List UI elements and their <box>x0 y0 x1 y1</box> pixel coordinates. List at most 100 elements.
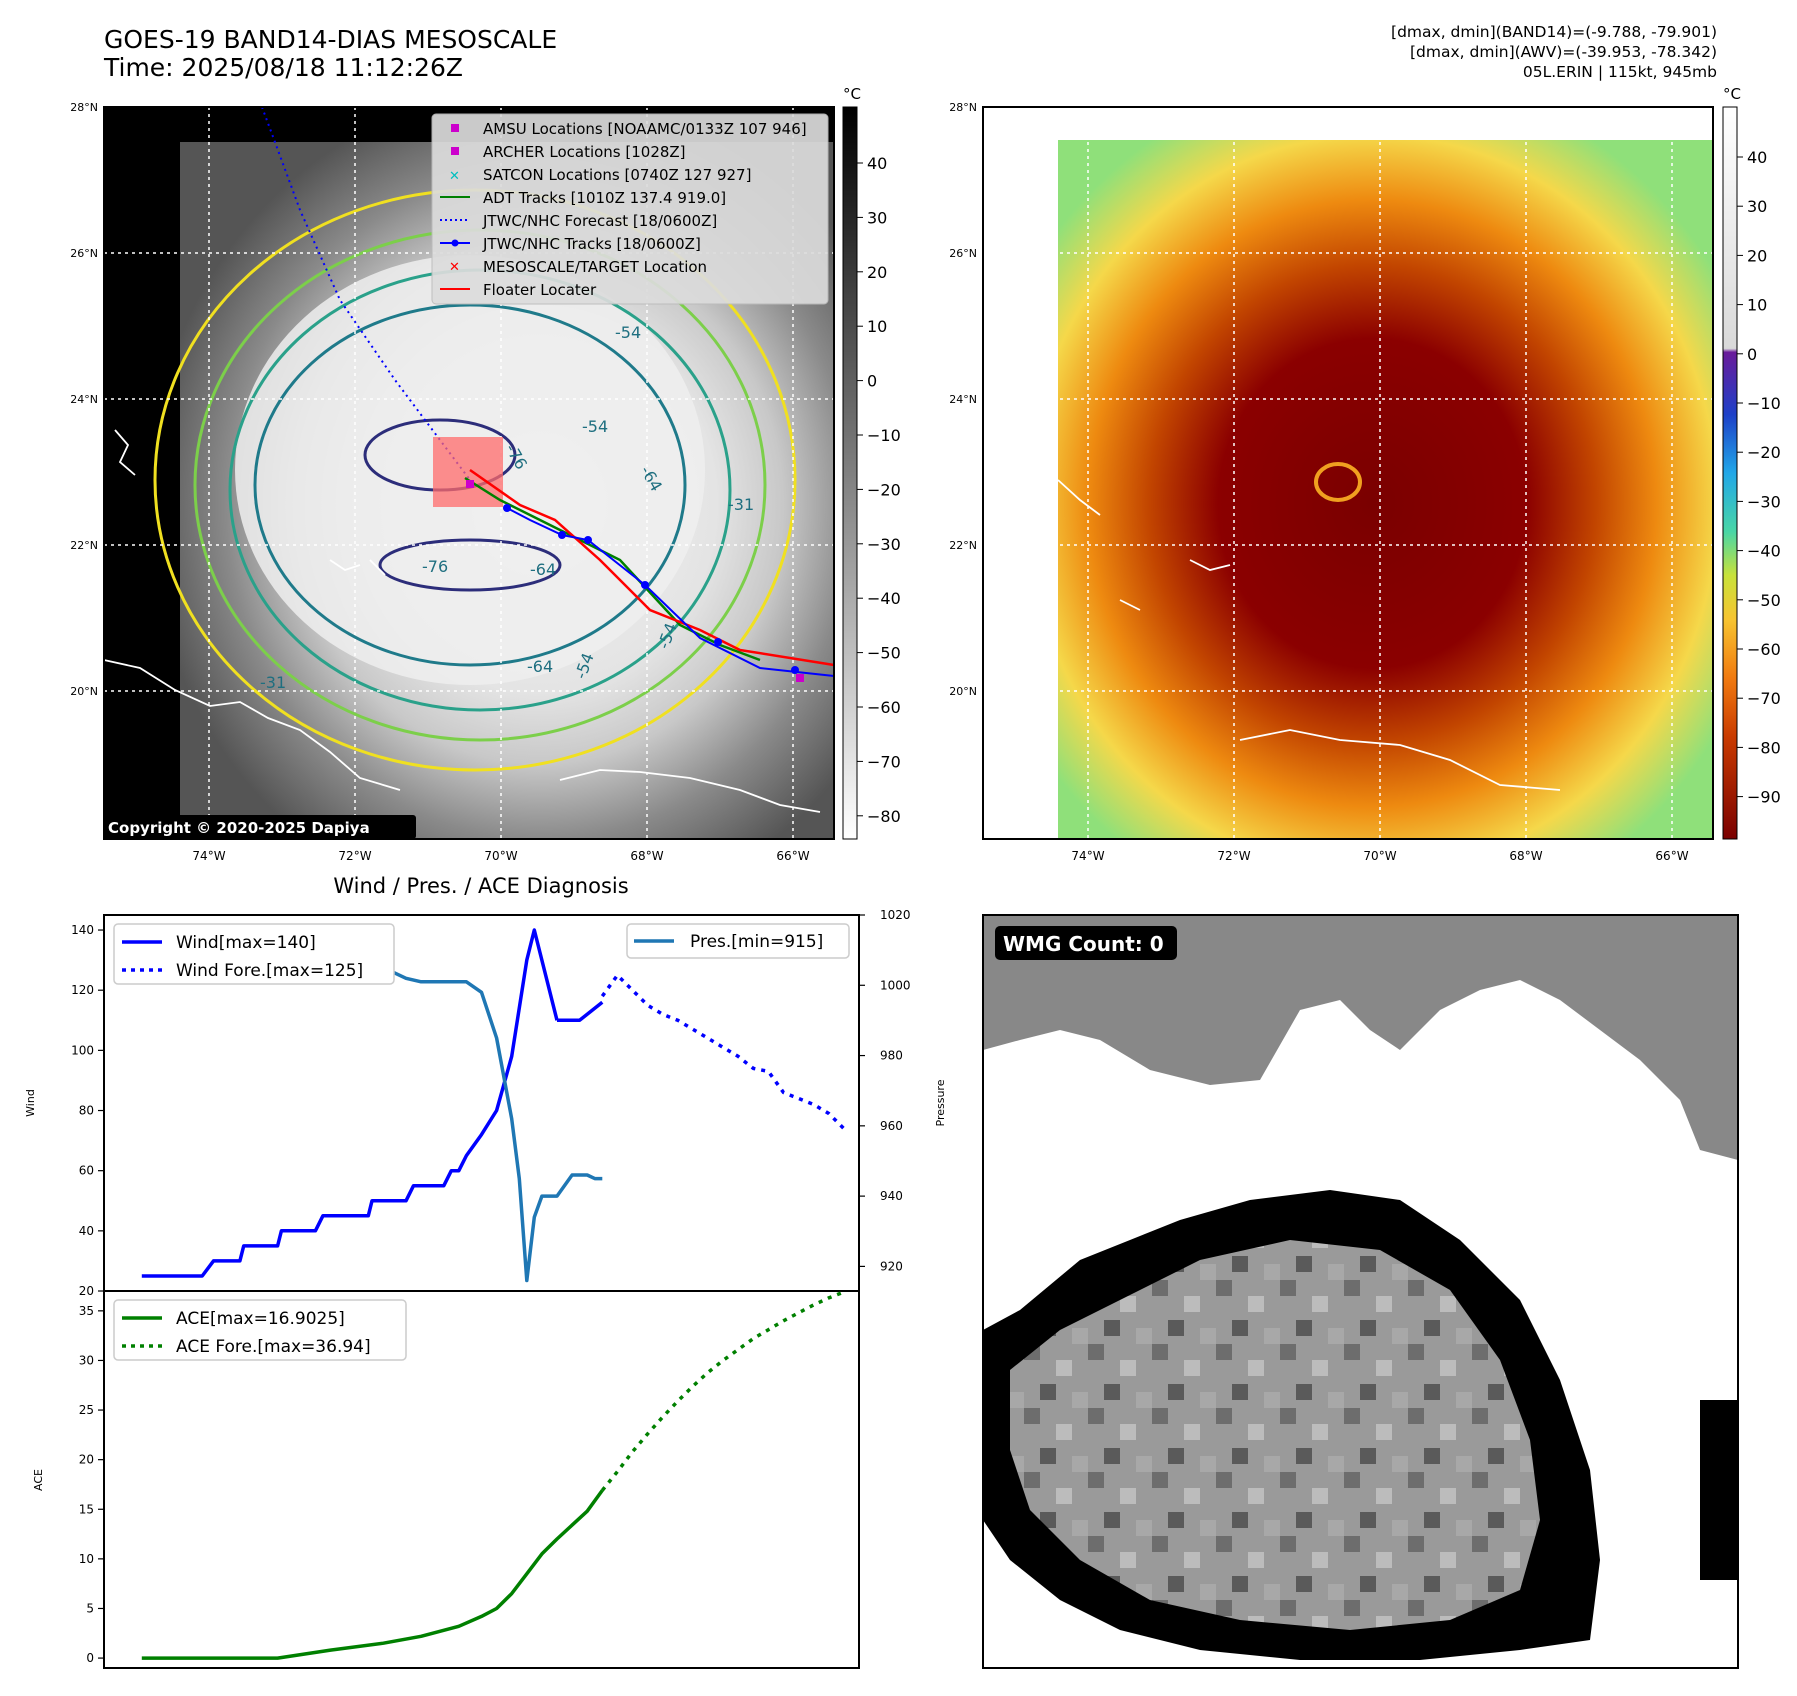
lat-tick: 20°N <box>949 685 977 698</box>
contour-label: -64 <box>530 560 556 579</box>
ir-colorbar-unit: °C <box>843 85 861 103</box>
y-tick-label: 60 <box>79 1164 94 1178</box>
awv-map-panel: 28°N 26°N 24°N 22°N 20°N 74°W 72°W 70°W … <box>949 101 1714 863</box>
lon-tick: 66°W <box>776 849 809 863</box>
series-line-0 <box>141 1489 604 1660</box>
y-tick-label: 20 <box>79 1453 94 1467</box>
wmg-strip-right <box>1700 1400 1738 1580</box>
colorbar-tick-label: −20 <box>867 480 901 499</box>
colorbar-tick-label: −80 <box>1747 738 1781 757</box>
y2-tick-label: 920 <box>880 1259 903 1273</box>
colorbar-tick-label: −50 <box>867 644 901 663</box>
wind-legend: Wind[max=140] Wind Fore.[max=125] <box>113 923 395 985</box>
colorbar-tick-label: −80 <box>867 807 901 826</box>
y2-tick-label: 960 <box>880 1119 903 1133</box>
amsu-location-marker <box>796 674 804 682</box>
colorbar-tick-label: 20 <box>867 263 887 282</box>
lat-tick: 22°N <box>70 539 98 552</box>
figure-title-block: GOES-19 BAND14-DIAS MESOSCALE Time: 2025… <box>104 26 557 82</box>
storm-info-block: [dmax, dmin](BAND14)=(-9.788, -79.901) [… <box>1391 22 1717 82</box>
colorbar-tick-label: −20 <box>1747 443 1781 462</box>
colorbar-tick-label: 20 <box>1747 246 1767 265</box>
jtwc-track-points <box>503 504 799 674</box>
copyright-text: Copyright © 2020-2025 Dapiya <box>108 819 370 837</box>
coastline-hispaniola <box>559 769 821 813</box>
svg-text:✕: ✕ <box>449 260 460 275</box>
ir-lon-ticks: 74°W 72°W 70°W 68°W 66°W <box>192 849 809 863</box>
colorbar-tick-label: 10 <box>867 317 887 336</box>
y-tick-label: 25 <box>79 1403 94 1417</box>
ir-colorbar: °C 40 30 20 10 0 −10 −20 −30 −40 −50 −60 −70 −80 <box>842 85 901 840</box>
colorbar-tick-label: −30 <box>867 535 901 554</box>
jtwc-forecast-track <box>261 106 471 481</box>
contour-label: -54 <box>615 323 641 342</box>
legend-label-wind: Wind[max=140] <box>176 933 316 953</box>
copyright-badge <box>104 815 416 839</box>
y2-tick-label: 980 <box>880 1049 903 1063</box>
y-tick-label: 0 <box>86 1651 94 1665</box>
contour-label: -64 <box>527 657 553 676</box>
y-tick-label: 140 <box>71 923 94 937</box>
info-line-awv: [dmax, dmin](AWV)=(-39.953, -78.342) <box>1410 43 1717 61</box>
awv-coastline <box>1057 479 1561 791</box>
ir-lat-ticks: 28°N 26°N 24°N 22°N 20°N <box>70 101 98 698</box>
wmg-count-label: WMG Count: 0 <box>1003 932 1164 956</box>
awv-imagery <box>1058 140 1713 839</box>
lon-tick: 70°W <box>484 849 517 863</box>
series-line-2 <box>600 973 846 1130</box>
figure-title: GOES-19 BAND14-DIAS MESOSCALE <box>104 25 558 54</box>
series-line-1 <box>600 1290 845 1492</box>
colorbar-tick-label: 0 <box>867 372 877 391</box>
y-tick-label: 10 <box>79 1552 94 1566</box>
colorbar-tick-label: −70 <box>1747 689 1781 708</box>
lat-tick: 22°N <box>949 539 977 552</box>
map-legend: ✕ ✕ AMSU Locations [NOAAMC/0133Z 107 946… <box>431 113 829 305</box>
y-tick-label: 40 <box>79 1224 94 1238</box>
contour-label: -76 <box>422 557 448 576</box>
colorbar-tick-label: −40 <box>1747 542 1781 561</box>
awv-lat-ticks: 28°N 26°N 24°N 22°N 20°N <box>949 101 977 698</box>
y-tick-label: 15 <box>79 1502 94 1516</box>
lat-tick: 28°N <box>949 101 977 114</box>
lat-tick: 24°N <box>70 393 98 406</box>
awv-colorbar-unit: °C <box>1723 85 1741 103</box>
ace-chart: ACE 0 5 10 15 20 25 30 35 ACE[max=16.9025] ACE … <box>32 1290 860 1669</box>
ir-map-frame <box>103 106 835 840</box>
y-tick-label: 35 <box>79 1304 94 1318</box>
lon-tick: 74°W <box>1071 849 1104 863</box>
lon-tick: 70°W <box>1363 849 1396 863</box>
lat-tick: 24°N <box>949 393 977 406</box>
map-legend-box <box>431 113 829 305</box>
colorbar-tick-label: −10 <box>1747 394 1781 413</box>
legend-label-ace: ACE[max=16.9025] <box>176 1309 345 1329</box>
lon-tick: 72°W <box>1217 849 1250 863</box>
ace-legend: ACE[max=16.9025] ACE Fore.[max=36.94] <box>113 1299 407 1361</box>
series-line-0 <box>141 928 559 1278</box>
map-legend-label: JTWC/NHC Tracks [18/0600Z] <box>482 235 701 253</box>
awv-map-frame <box>982 106 1714 840</box>
awv-colorbar: °C 40 30 20 10 0 −10 −20 −30 −40 −50 −60 −70 −80 −90 <box>1722 85 1781 840</box>
awv-eye-feature <box>1314 462 1362 502</box>
awv-colorbar-gradient <box>1722 106 1738 840</box>
map-legend-label: AMSU Locations [NOAAMC/0133Z 107 946] <box>483 120 807 138</box>
colorbar-tick-label: 30 <box>1747 197 1767 216</box>
wmg-region-gray-north <box>983 915 1738 1160</box>
floater-locater-track <box>469 468 835 667</box>
colorbar-tick-label: −70 <box>867 752 901 771</box>
svg-text:✕: ✕ <box>449 169 460 184</box>
legend-label-ace-forecast: ACE Fore.[max=36.94] <box>176 1337 371 1357</box>
colorbar-tick-label: 0 <box>1747 345 1757 364</box>
pressure-axis-label: Pressure <box>934 1079 947 1126</box>
lat-tick: 26°N <box>949 247 977 260</box>
archer-location-marker <box>466 480 474 488</box>
awv-map-gridlines <box>983 107 1713 839</box>
wind-pressure-chart: Wind Pressure 20 40 60 80 100 120 140 920 940 96… <box>24 908 947 1298</box>
colorbar-tick-label: −30 <box>1747 492 1781 511</box>
colorbar-tick-label: −40 <box>867 589 901 608</box>
lat-tick: 26°N <box>70 247 98 260</box>
lon-tick: 68°W <box>1509 849 1542 863</box>
figure-time: Time: 2025/08/18 11:12:26Z <box>104 53 463 82</box>
diagnosis-title: Wind / Pres. / ACE Diagnosis <box>333 874 628 898</box>
pressure-legend: Pres.[min=915] <box>626 923 850 959</box>
